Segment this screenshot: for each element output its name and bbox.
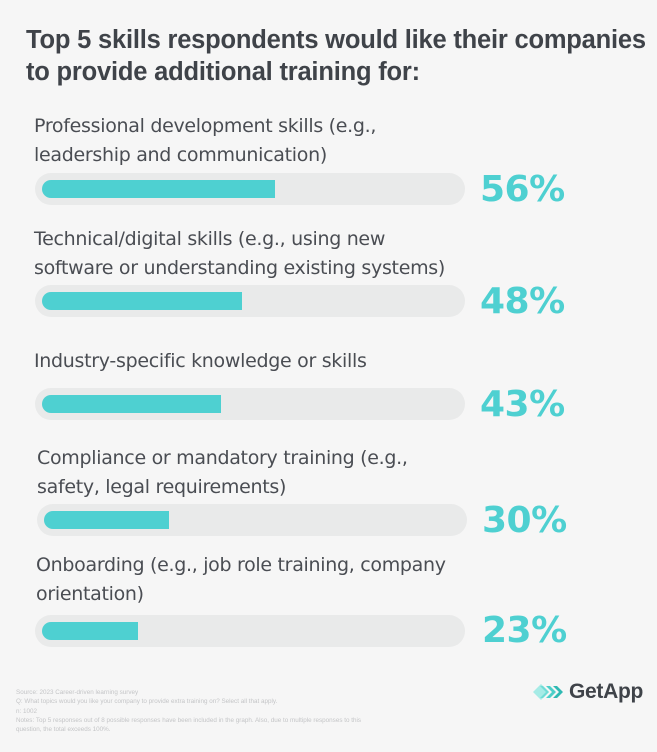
footnotes: Source: 2023 Career-driven learning surv… xyxy=(16,688,416,734)
bar-value: 48% xyxy=(480,281,565,322)
bar-track xyxy=(35,173,465,205)
bar-label: Compliance or mandatory training (e.g., … xyxy=(37,447,408,498)
notes-line-2: question, the total exceeds 100%. xyxy=(16,726,111,734)
source-note: Source: 2023 Career-driven learning surv… xyxy=(16,689,139,696)
bar-value: 30% xyxy=(482,500,567,541)
bar-track xyxy=(35,388,465,420)
bar-value: 56% xyxy=(480,169,565,210)
bar-value: 43% xyxy=(480,384,565,425)
getapp-wordmark: GetApp xyxy=(569,680,644,703)
bar-fill xyxy=(42,180,275,198)
bar-track xyxy=(35,615,465,647)
sample-size-note: n: 1002 xyxy=(16,707,38,715)
question-note: Q: What topics would you like your compa… xyxy=(16,698,278,706)
bar-fill xyxy=(42,292,242,310)
bar-track xyxy=(35,285,465,317)
getapp-chevrons-icon xyxy=(531,682,565,702)
bar-fill xyxy=(42,395,221,413)
bar-value: 23% xyxy=(482,610,567,651)
bar-label: Technical/digital skills (e.g., using ne… xyxy=(34,228,446,279)
notes-line-1: Notes: Top 5 responses out of 8 possible… xyxy=(16,716,362,724)
bar-track xyxy=(37,504,467,536)
getapp-logo: GetApp xyxy=(531,680,643,704)
bar-label: Onboarding (e.g., job role training, com… xyxy=(36,554,446,605)
bar-fill xyxy=(42,622,138,640)
bar-label: Professional development skills (e.g., l… xyxy=(34,115,377,166)
bar-fill xyxy=(44,511,169,529)
chart-title: Top 5 skills respondents would like thei… xyxy=(26,26,646,86)
bar-label: Industry-specific knowledge or skills xyxy=(34,350,367,372)
